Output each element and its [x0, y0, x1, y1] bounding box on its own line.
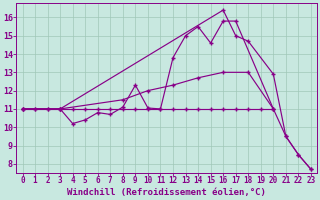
X-axis label: Windchill (Refroidissement éolien,°C): Windchill (Refroidissement éolien,°C)	[67, 188, 266, 197]
